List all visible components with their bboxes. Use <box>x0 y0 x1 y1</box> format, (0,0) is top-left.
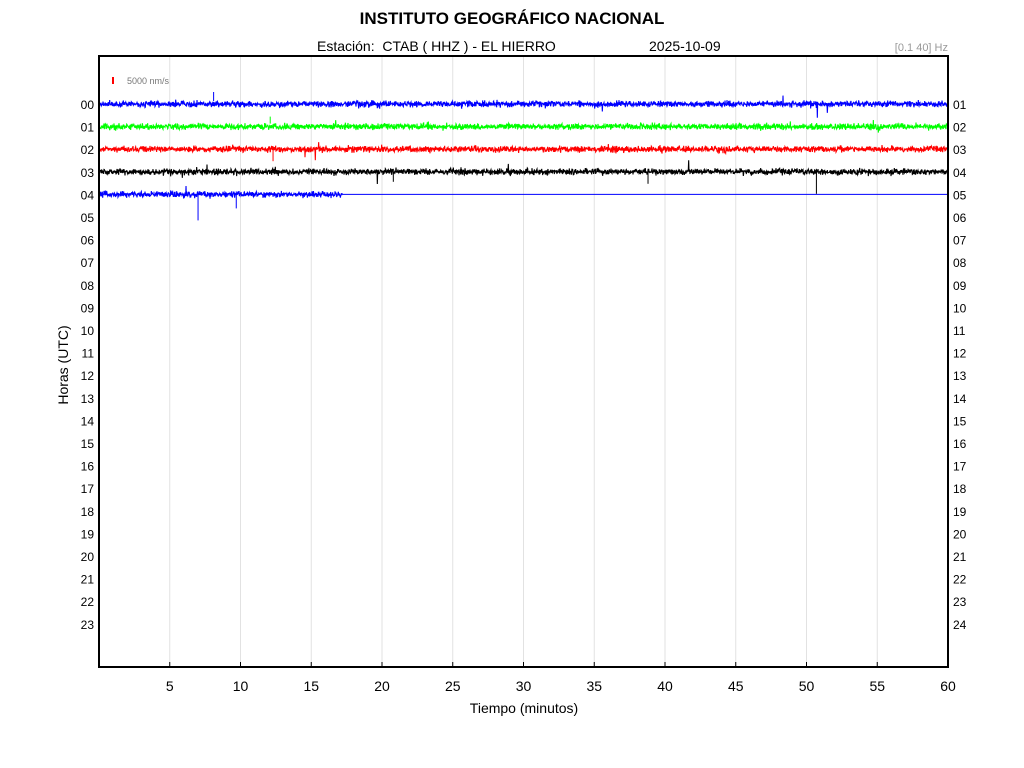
trace-hour-03 <box>98 160 949 184</box>
right-hour-label: 23 <box>953 595 967 609</box>
right-hour-label: 21 <box>953 550 967 564</box>
left-hour-label: 04 <box>81 188 95 202</box>
date-label: 2025-10-09 <box>649 38 721 54</box>
x-tick-label: 55 <box>869 678 885 694</box>
right-hour-label: 18 <box>953 482 967 496</box>
left-hour-label: 02 <box>81 143 95 157</box>
right-hour-label: 10 <box>953 301 967 315</box>
right-hour-label: 06 <box>953 211 967 225</box>
right-hour-label: 04 <box>953 166 967 180</box>
left-hour-label: 15 <box>81 437 95 451</box>
x-tick-label: 10 <box>233 678 249 694</box>
x-tick-label: 5 <box>166 678 174 694</box>
left-hour-label: 01 <box>81 121 95 135</box>
x-tick-label: 25 <box>445 678 461 694</box>
right-hour-label: 07 <box>953 234 967 248</box>
left-hour-label: 20 <box>81 550 95 564</box>
scale-bar-label: 5000 nm/s <box>127 76 170 86</box>
left-hour-label: 18 <box>81 505 95 519</box>
left-hour-label: 12 <box>81 369 95 383</box>
trace-hour-00 <box>98 95 949 118</box>
left-hour-label: 08 <box>81 279 95 293</box>
left-hour-label: 11 <box>82 347 95 361</box>
left-hour-label: 07 <box>81 256 95 270</box>
left-hour-label: 19 <box>81 527 95 541</box>
left-hour-label: 13 <box>81 392 95 406</box>
trace-hour-04 <box>98 186 343 200</box>
right-hour-label: 01 <box>953 98 967 112</box>
x-tick-label: 60 <box>940 678 956 694</box>
left-hour-label: 17 <box>81 482 95 496</box>
left-hour-label: 23 <box>81 618 95 632</box>
right-hour-label: 11 <box>953 324 966 338</box>
left-hour-label: 05 <box>81 211 95 225</box>
right-hour-label: 24 <box>953 618 967 632</box>
right-hour-label: 03 <box>953 143 967 157</box>
x-tick-label: 35 <box>586 678 602 694</box>
station-label: Estación: CTAB ( HHZ ) - EL HIERRO <box>317 38 556 54</box>
left-hour-label: 03 <box>81 166 95 180</box>
right-hour-label: 19 <box>953 505 967 519</box>
right-hour-label: 16 <box>953 437 967 451</box>
left-hour-label: 21 <box>81 573 95 587</box>
x-axis-label: Tiempo (minutos) <box>469 700 579 716</box>
grid-lines <box>169 56 878 667</box>
x-tick-label: 20 <box>374 678 390 694</box>
left-hour-label: 16 <box>81 460 95 474</box>
right-hour-label: 08 <box>953 256 967 270</box>
x-tick-label: 45 <box>728 678 744 694</box>
right-hour-label: 15 <box>953 414 967 428</box>
x-tick-label: 50 <box>799 678 815 694</box>
left-hour-label: 09 <box>81 301 95 315</box>
right-hour-label: 02 <box>953 121 967 135</box>
left-hour-label: 14 <box>81 414 95 428</box>
left-hour-label: 00 <box>81 98 95 112</box>
trace-hour-01 <box>98 120 949 133</box>
x-tick-label: 30 <box>516 678 532 694</box>
hour-labels: 00 01 02 03 04 05 06 07 08 09 10 11 12 13 14 15 16 17 18 19… <box>81 98 967 632</box>
right-hour-label: 17 <box>953 460 967 474</box>
trace-hour-02 <box>98 142 949 161</box>
right-hour-label: 13 <box>953 369 967 383</box>
x-axis-ticks: 5 10 15 20 25 30 35 40 45 50 55 60 <box>166 662 956 694</box>
right-hour-label: 14 <box>953 392 967 406</box>
left-hour-label: 06 <box>81 234 95 248</box>
scale-bar <box>112 77 114 84</box>
right-hour-label: 12 <box>953 347 967 361</box>
left-hour-label: 10 <box>81 324 95 338</box>
x-tick-label: 15 <box>303 678 319 694</box>
right-hour-label: 09 <box>953 279 967 293</box>
right-hour-label: 20 <box>953 527 967 541</box>
traces <box>98 92 949 221</box>
chart-title: INSTITUTO GEOGRÁFICO NACIONAL <box>359 9 665 28</box>
left-hour-label: 22 <box>81 595 95 609</box>
right-hour-label: 22 <box>953 573 967 587</box>
plot-frame <box>98 55 949 668</box>
right-hour-label: 05 <box>953 188 967 202</box>
x-tick-label: 40 <box>657 678 673 694</box>
filter-label: [0.1 40] Hz <box>894 42 948 54</box>
